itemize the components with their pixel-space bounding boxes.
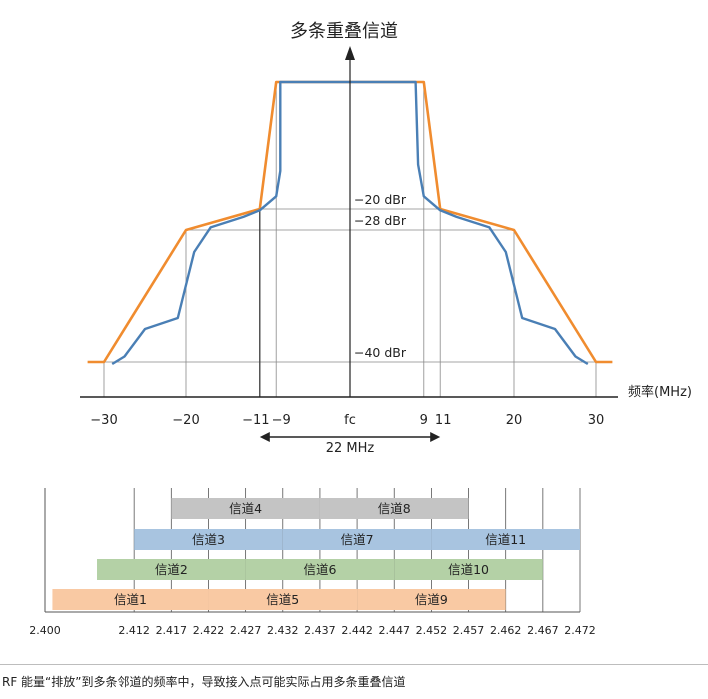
frequency-tick-label: 2.427 [230, 624, 262, 637]
channel-bar [171, 498, 320, 519]
x-tick-label: fc [344, 413, 356, 428]
channel-bar [319, 498, 469, 519]
channel-label: 信道10 [448, 562, 489, 577]
frequency-tick-label: 2.472 [564, 624, 596, 637]
channel-label: 信道4 [229, 501, 262, 516]
channel-label: 信道6 [303, 562, 336, 577]
channel-bar [134, 529, 283, 550]
bandwidth-arrow-left [259, 432, 270, 442]
channel-overlap-chart: 2.400 2.412 2.417 2.422 2.427 2.432 2.437 2.442… [29, 488, 596, 637]
frequency-tick-label: 2.457 [453, 624, 485, 637]
channel-label: 信道7 [341, 532, 374, 547]
x-tick-label: 30 [588, 413, 605, 428]
frequency-tick-label: 2.442 [341, 624, 373, 637]
spectrum-mask-diagram: 频率(MHz) −30 −20 −11 −9 fc 9 11 20 30 −20 dBr −28 dB… [80, 46, 692, 456]
channel-label: 信道2 [155, 562, 188, 577]
channel-label: 信道3 [192, 532, 225, 547]
frequency-tick-label: 2.432 [267, 624, 299, 637]
channel-label: 信道8 [378, 501, 411, 516]
frequency-tick-label: 2.452 [416, 624, 448, 637]
frequency-tick-label: 2.422 [193, 624, 225, 637]
frequency-tick-label: 2.467 [527, 624, 559, 637]
channel-label: 信道11 [485, 532, 526, 547]
bandwidth-arrow-right [430, 432, 441, 442]
channel-label: 信道9 [415, 592, 448, 607]
frequency-tick-label: 2.462 [490, 624, 522, 637]
channel-label: 信道1 [114, 592, 147, 607]
channel-bar [357, 589, 506, 610]
center-axis-arrow [345, 46, 355, 60]
figure-caption: RF 能量“排放”到多条邻道的频率中，导致接入点可能实际占用多条重叠信道 [2, 675, 406, 689]
channel-bar [97, 559, 246, 580]
dbr-level-label: −20 dBr [354, 192, 407, 207]
bandwidth-label: 22 MHz [326, 441, 375, 456]
x-tick-label: 11 [435, 413, 452, 428]
x-tick-label: −20 [172, 413, 199, 428]
x-tick-label: −11 [242, 413, 269, 428]
channel-bar [394, 559, 543, 580]
measured-spectrum-line [111, 80, 589, 366]
x-tick-label: −30 [90, 413, 117, 428]
channel-bar [245, 559, 395, 580]
dbr-level-label: −40 dBr [354, 345, 407, 360]
channel-label: 信道5 [266, 592, 299, 607]
x-tick-label: 9 [420, 413, 428, 428]
channel-bar [431, 529, 580, 550]
frequency-tick-label: 2.437 [304, 624, 336, 637]
channel-bar [282, 529, 432, 550]
frequency-tick-label: 2.417 [156, 624, 188, 637]
caption-divider [0, 664, 708, 665]
diagram-title: 多条重叠信道 [290, 21, 398, 42]
frequency-tick-label: 2.447 [378, 624, 410, 637]
channel-bar [52, 589, 209, 610]
channel-bar [208, 589, 358, 610]
dbr-level-label: −28 dBr [354, 213, 407, 228]
x-tick-label: 20 [506, 413, 523, 428]
frequency-tick-label: 2.412 [118, 624, 150, 637]
x-tick-label: −9 [272, 413, 291, 428]
frequency-axis-label: 频率(MHz) [628, 384, 692, 400]
frequency-tick-label: 2.400 [29, 624, 61, 637]
